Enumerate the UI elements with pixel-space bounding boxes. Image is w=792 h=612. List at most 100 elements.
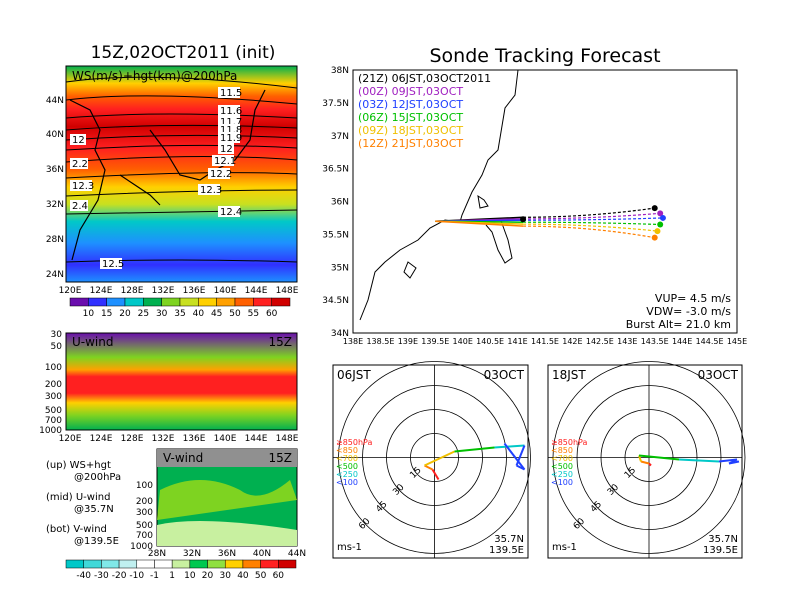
u-y-tick: 700	[45, 416, 62, 426]
colorbar-swatch	[161, 297, 181, 307]
vcolorbar-tick: -1	[150, 571, 159, 581]
hodo-date: 03OCT	[698, 368, 739, 382]
tracking-x-tick: 142.5E	[586, 337, 614, 346]
tracking-y-tick: 34N	[331, 329, 349, 339]
contour-label: 11.8	[220, 125, 242, 136]
colorbar-swatch	[216, 297, 236, 307]
track-endpoint	[651, 234, 658, 241]
contour-label: 12	[220, 144, 233, 155]
v-x-tick: 44N	[288, 549, 306, 559]
vcolorbar-swatch	[65, 559, 84, 569]
v-wind-shading	[157, 480, 297, 520]
hodo-lon: 139.5E	[703, 545, 738, 556]
height-contours	[65, 76, 298, 263]
contour-label: 11.7	[220, 117, 242, 128]
vcolorbar-swatch	[278, 559, 297, 569]
v-wind-y-ticks: 100 200 300 500 700 1000	[130, 481, 153, 552]
hodo-level: ≥850hPa	[336, 438, 373, 447]
track-dashed	[523, 225, 655, 239]
hodo-trace	[503, 442, 526, 471]
colorbar-swatch	[179, 297, 199, 307]
map-lon-ticks: 120E 124E 128E 132E 136E 140E 144E 148E	[59, 286, 299, 296]
contour-label: 11.5	[220, 88, 242, 99]
u-wind-panel: U-wind 15Z 30 50 100 200 300 500 700 100…	[39, 330, 299, 444]
contour-label: 12.3	[200, 185, 222, 196]
hodo-level: <100	[551, 478, 573, 487]
colorbar-tick: 40	[193, 309, 205, 319]
vcolorbar-swatch	[224, 559, 244, 569]
tracking-y-tick: 36N	[331, 198, 349, 208]
colorbar-tick: 60	[266, 309, 278, 319]
contour-label: 12.5	[102, 259, 124, 270]
track-endpoint	[651, 205, 658, 212]
vcolorbar-tick: 50	[255, 571, 267, 581]
tracking-y-tick: 35.5N	[322, 230, 349, 240]
colorbar-swatch	[271, 297, 291, 307]
vcolorbar-swatch	[101, 559, 120, 569]
panel-notes: (up) WS+hgt @200hPa (mid) U-wind @35.7N …	[46, 460, 121, 547]
u-wind-plot-area	[65, 332, 298, 431]
v-wind-shading-low	[157, 521, 297, 546]
u-y-tick: 50	[51, 342, 63, 352]
hodo-trace	[678, 458, 720, 463]
u-x-tick: 128E	[121, 434, 144, 444]
hodo-trace	[728, 460, 740, 465]
hodo-trace	[494, 444, 525, 449]
u-x-tick: 120E	[59, 434, 82, 444]
hodo-level: <250	[551, 470, 573, 479]
contour-label: 12.3	[72, 181, 94, 192]
tracking-y-tick: 35N	[331, 263, 349, 273]
vcolorbar-swatch	[154, 559, 173, 569]
colorbar-tick: 45	[211, 309, 222, 319]
v-colorbar-ticks: -40 -30 -20 -10 -1 1 10 20 30 40 50 60	[76, 571, 284, 581]
colorbar-swatch	[143, 297, 162, 307]
track-dashed	[523, 217, 663, 221]
u-y-tick: 300	[45, 392, 62, 402]
lat-tick: 40N	[46, 130, 64, 140]
colorbar-swatch	[106, 297, 126, 307]
hodo-trace	[424, 450, 455, 467]
colorbar-swatch	[198, 297, 217, 307]
tracking-plot-area	[352, 69, 738, 334]
note-line: (bot) V-wind	[46, 524, 107, 535]
tracking-x-tick: 141E	[507, 337, 527, 346]
vup-text: VUP= 4.5 m/s	[655, 292, 731, 305]
lon-tick: 140E	[214, 286, 237, 296]
hodo-level: <100	[336, 478, 358, 487]
lat-tick: 32N	[46, 200, 64, 210]
vcolorbar-tick: 10	[184, 571, 196, 581]
hodo-level: <700	[551, 454, 573, 463]
legend-entry: (06Z) 15JST,03OCT	[358, 111, 463, 124]
u-x-tick: 148E	[276, 434, 299, 444]
tracking-x-tick: 144.5E	[696, 337, 724, 346]
contour-label: 12.4	[220, 207, 242, 218]
v-wind-x-ticks: 28N 32N 36N 40N 44N	[148, 549, 306, 559]
tracking-legend: (21Z) 06JST,03OCT2011(00Z) 09JST,03OCT (0…	[358, 72, 491, 150]
lon-tick: 136E	[183, 286, 206, 296]
u-y-tick: 100	[45, 363, 62, 373]
v-y-tick: 1000	[130, 542, 153, 552]
hodo-level: <850	[551, 446, 573, 455]
v-x-tick: 36N	[218, 549, 236, 559]
lat-tick: 44N	[46, 96, 64, 106]
lon-tick: 124E	[90, 286, 113, 296]
legend-entry: (21Z) 06JST,03OCT2011	[358, 72, 491, 85]
colorbar-swatch	[88, 297, 107, 307]
tracking-y-tick: 34.5N	[322, 296, 349, 306]
vcolorbar-tick: 20	[202, 571, 214, 581]
tracking-x-tick: 141.5E	[531, 337, 559, 346]
u-x-tick: 144E	[245, 434, 268, 444]
tracking-x-tick: 143E	[617, 337, 637, 346]
u-wind-time: 15Z	[269, 335, 293, 349]
v-x-tick: 40N	[253, 549, 271, 559]
contour-label: 12.2	[210, 169, 232, 180]
hodo-lat: 35.7N	[708, 534, 738, 545]
legend-entry: (00Z) 09JST,03OCT	[358, 85, 463, 98]
hodo-unit: ms-1	[337, 542, 362, 553]
tracking-x-tick: 138E	[343, 337, 363, 346]
lon-tick: 144E	[245, 286, 268, 296]
hodo-trace	[638, 454, 680, 461]
u-wind-y-ticks: 30 50 100 200 300 500 700 1000	[39, 330, 62, 436]
lat-tick: 28N	[46, 235, 64, 245]
